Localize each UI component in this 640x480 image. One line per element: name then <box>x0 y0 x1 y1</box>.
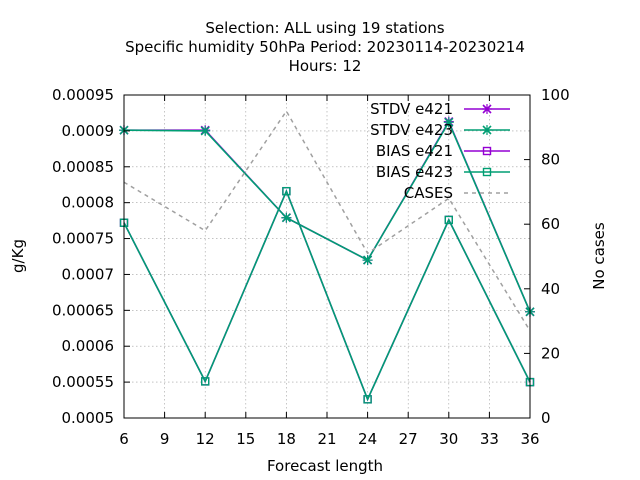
title-line-2: Specific humidity 50hPa Period: 20230114… <box>125 38 525 56</box>
data-point <box>282 186 291 196</box>
legend: STDV e421 STDV e423 BIAS e421 BIAS e423 CASE… <box>370 100 510 202</box>
y2-tick-label: 60 <box>541 215 560 233</box>
data-point <box>200 125 211 136</box>
title-line-1: Selection: ALL using 19 stations <box>205 19 444 37</box>
x-tick-label: 12 <box>196 430 215 448</box>
legend-label: STDV e421 <box>370 100 453 118</box>
series-line <box>123 120 531 313</box>
y2-axis-label: No cases <box>590 222 608 290</box>
grid <box>124 95 530 418</box>
legend-marker <box>482 104 492 114</box>
data-point <box>444 215 453 225</box>
x-tick-label: 36 <box>520 430 539 448</box>
legend-entry-stdv-e421: STDV e421 <box>370 100 510 118</box>
y-tick-label: 0.0008 <box>62 194 115 212</box>
axis-ticks: 6 9 12 15 18 21 24 27 30 33 36 0.0005 0.00055 0.0006 0… <box>52 86 570 448</box>
x-axis-label: Forecast length <box>267 457 383 475</box>
y2-tick-label: 100 <box>541 86 570 104</box>
y-tick-label: 0.00095 <box>52 86 114 104</box>
y2-tick-label: 0 <box>541 409 551 427</box>
chart-title: Selection: ALL using 19 stations Specifi… <box>125 19 525 75</box>
y-tick-label: 0.00065 <box>52 301 114 319</box>
legend-marker <box>482 146 492 156</box>
legend-marker <box>482 125 492 135</box>
x-tick-label: 21 <box>317 430 336 448</box>
x-tick-label: 15 <box>236 430 255 448</box>
x-tick-label: 33 <box>480 430 499 448</box>
legend-label: CASES <box>404 184 453 202</box>
y-tick-label: 0.00075 <box>52 230 114 248</box>
y-tick-label: 0.00055 <box>52 373 114 391</box>
legend-entry-bias-e423: BIAS e423 <box>376 163 510 181</box>
series-line <box>123 109 531 332</box>
title-line-3: Hours: 12 <box>289 57 362 75</box>
legend-label: STDV e423 <box>370 121 453 139</box>
data-point <box>363 395 372 404</box>
legend-entry-stdv-e423: STDV e423 <box>370 121 510 139</box>
x-tick-label: 6 <box>119 430 129 448</box>
data-point <box>200 377 210 386</box>
y2-tick-label: 40 <box>541 280 560 298</box>
legend-marker <box>482 167 492 177</box>
legend-entry-cases: CASES <box>404 184 510 202</box>
data-point <box>281 212 292 223</box>
y2-tick-label: 80 <box>541 151 560 169</box>
series-cases <box>123 109 531 332</box>
y-tick-label: 0.0005 <box>62 409 115 427</box>
x-tick-label: 9 <box>160 430 170 448</box>
plot-lines <box>119 109 535 404</box>
series-bias-e423 <box>119 186 535 404</box>
y-tick-label: 0.00085 <box>52 158 114 176</box>
legend-entry-bias-e421: BIAS e421 <box>376 142 510 160</box>
data-point <box>443 117 454 128</box>
x-tick-label: 18 <box>277 430 296 448</box>
legend-label: BIAS e423 <box>376 163 453 181</box>
y2-tick-label: 20 <box>541 344 560 362</box>
series-line <box>123 189 531 402</box>
y-tick-label: 0.0006 <box>62 337 115 355</box>
y-tick-label: 0.0007 <box>62 265 115 283</box>
legend-label: BIAS e421 <box>376 142 453 160</box>
x-tick-label: 24 <box>358 430 377 448</box>
y-axis-label: g/Kg <box>9 239 27 273</box>
x-tick-label: 27 <box>399 430 418 448</box>
x-tick-label: 30 <box>439 430 458 448</box>
series-stdv-e423 <box>119 117 535 317</box>
data-point <box>362 255 373 266</box>
y-tick-label: 0.0009 <box>62 122 115 140</box>
